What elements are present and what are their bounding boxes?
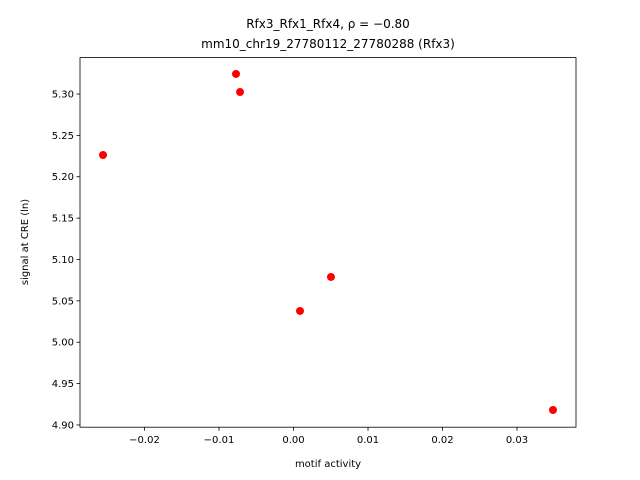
x-tick-label: −0.01: [204, 435, 235, 446]
point: [548, 405, 557, 414]
y-tick-label: 5.10: [52, 255, 74, 266]
y-tick-label: 5.25: [52, 131, 74, 142]
x-axis-label: motif activity: [295, 459, 361, 470]
y-tick-label: 4.95: [52, 379, 74, 390]
point: [236, 88, 245, 97]
point: [326, 272, 335, 281]
y-tick-label: 5.15: [52, 214, 74, 225]
x-tick-label: 0.01: [357, 435, 379, 446]
y-axis-label: signal at CRE (ln): [20, 199, 31, 285]
y-tick-label: 5.30: [52, 90, 74, 101]
point: [295, 306, 304, 315]
y-tick-label: 5.20: [52, 172, 74, 183]
y-tick-label: 5.05: [52, 296, 74, 307]
chart-subtitle: mm10_chr19_27780112_27780288 (Rfx3): [201, 37, 455, 51]
x-tick-label: 0.03: [506, 435, 528, 446]
x-tick-label: −0.02: [129, 435, 160, 446]
plot-frame: [79, 57, 577, 428]
x-tick-label: 0.02: [431, 435, 453, 446]
chart-title: Rfx3_Rfx1_Rfx4, ρ = −0.80: [246, 17, 410, 31]
y-tick-label: 4.90: [52, 420, 74, 431]
y-tick-label: 5.00: [52, 338, 74, 349]
point: [99, 150, 108, 159]
x-tick-label: 0.00: [282, 435, 304, 446]
point: [231, 69, 240, 78]
